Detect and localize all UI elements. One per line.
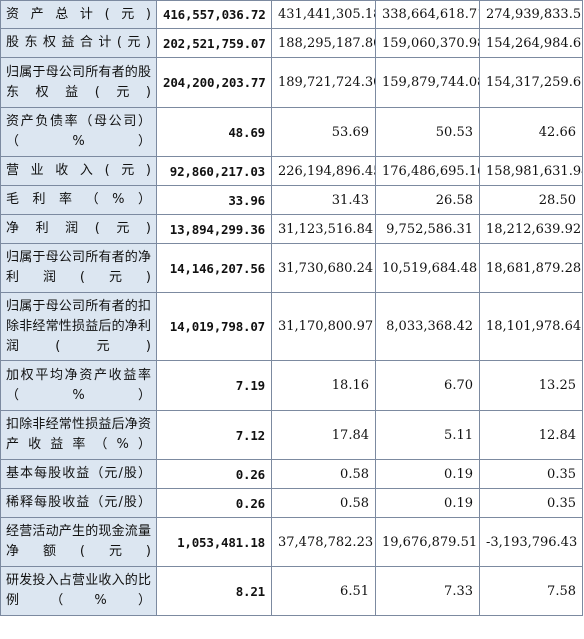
table-row: 归属于母公司所有者的扣除非经常性损益后的净利润(元) 14,019,798.07… <box>0 292 583 361</box>
table-row: 扣除非经常性损益后净资产收益率（%） 7.12 17.84 5.11 12.84 <box>0 410 583 460</box>
current-period-value: 33.96 <box>156 185 272 215</box>
row-label: 资产总计(元) <box>0 0 157 29</box>
value-cell: 18.16 <box>271 360 376 411</box>
value-cell: 159,879,744.08 <box>375 57 480 108</box>
value-cell: 31,123,516.84 <box>271 214 376 244</box>
value-cell: 274,939,833.51 <box>479 0 583 29</box>
row-label: 基本每股收益（元/股） <box>0 459 157 489</box>
value-cell: 17.84 <box>271 410 376 460</box>
table-row: 加权平均净资产收益率（%） 7.19 18.16 6.70 13.25 <box>0 360 583 411</box>
value-cell: 9,752,586.31 <box>375 214 480 244</box>
table-body: 资产总计(元) 416,557,036.72 431,441,305.18 33… <box>0 0 583 616</box>
value-cell: 28.50 <box>479 185 583 215</box>
current-period-value: 416,557,036.72 <box>156 0 272 29</box>
value-cell: 338,664,618.71 <box>375 0 480 29</box>
row-label: 加权平均净资产收益率（%） <box>0 360 157 411</box>
current-period-value: 1,053,481.18 <box>156 517 272 567</box>
row-label: 扣除非经常性损益后净资产收益率（%） <box>0 410 157 460</box>
value-cell: 176,486,695.16 <box>375 156 480 186</box>
value-cell: 12.84 <box>479 410 583 460</box>
value-cell: 154,317,259.60 <box>479 57 583 108</box>
current-period-value: 48.69 <box>156 107 272 157</box>
current-period-value: 14,146,207.56 <box>156 243 272 293</box>
value-cell: 154,264,984.67 <box>479 28 583 58</box>
table-row: 营业收入(元) 92,860,217.03 226,194,896.45 176… <box>0 156 583 186</box>
value-cell: 189,721,724.30 <box>271 57 376 108</box>
value-cell: 13.25 <box>479 360 583 411</box>
table-row: 经营活动产生的现金流量净额(元) 1,053,481.18 37,478,782… <box>0 517 583 567</box>
row-label: 归属于母公司所有者的股东权益(元) <box>0 57 157 108</box>
table-row: 归属于母公司所有者的净利润(元) 14,146,207.56 31,730,68… <box>0 243 583 293</box>
value-cell: 53.69 <box>271 107 376 157</box>
value-cell: 226,194,896.45 <box>271 156 376 186</box>
current-period-value: 7.12 <box>156 410 272 460</box>
value-cell: 42.66 <box>479 107 583 157</box>
current-period-value: 13,894,299.36 <box>156 214 272 244</box>
current-period-value: 14,019,798.07 <box>156 292 272 361</box>
table-row: 股东权益合计(元) 202,521,759.07 188,295,187.80 … <box>0 28 583 58</box>
value-cell: 31.43 <box>271 185 376 215</box>
table-row: 资产负债率（母公司）（%） 48.69 53.69 50.53 42.66 <box>0 107 583 157</box>
value-cell: 0.19 <box>375 459 480 489</box>
current-period-value: 7.19 <box>156 360 272 411</box>
row-label: 归属于母公司所有者的净利润(元) <box>0 243 157 293</box>
value-cell: 0.35 <box>479 459 583 489</box>
value-cell: -3,193,796.43 <box>479 517 583 567</box>
value-cell: 37,478,782.23 <box>271 517 376 567</box>
value-cell: 18,212,639.92 <box>479 214 583 244</box>
value-cell: 188,295,187.80 <box>271 28 376 58</box>
value-cell: 18,101,978.64 <box>479 292 583 361</box>
value-cell: 0.19 <box>375 488 480 518</box>
value-cell: 0.58 <box>271 459 376 489</box>
table-row: 归属于母公司所有者的股东权益(元) 204,200,203.77 189,721… <box>0 57 583 108</box>
value-cell: 6.51 <box>271 566 376 616</box>
current-period-value: 0.26 <box>156 459 272 489</box>
current-period-value: 8.21 <box>156 566 272 616</box>
value-cell: 8,033,368.42 <box>375 292 480 361</box>
row-label: 股东权益合计(元) <box>0 28 157 58</box>
value-cell: 6.70 <box>375 360 480 411</box>
row-label: 资产负债率（母公司）（%） <box>0 107 157 157</box>
table-row: 净利润(元) 13,894,299.36 31,123,516.84 9,752… <box>0 214 583 244</box>
value-cell: 26.58 <box>375 185 480 215</box>
current-period-value: 92,860,217.03 <box>156 156 272 186</box>
financial-data-table: 资产总计(元) 416,557,036.72 431,441,305.18 33… <box>0 0 583 616</box>
value-cell: 31,730,680.24 <box>271 243 376 293</box>
table-row: 研发投入占营业收入的比例（%） 8.21 6.51 7.33 7.58 <box>0 566 583 616</box>
current-period-value: 0.26 <box>156 488 272 518</box>
current-period-value: 202,521,759.07 <box>156 28 272 58</box>
table-row: 资产总计(元) 416,557,036.72 431,441,305.18 33… <box>0 0 583 29</box>
value-cell: 0.58 <box>271 488 376 518</box>
value-cell: 31,170,800.97 <box>271 292 376 361</box>
value-cell: 18,681,879.28 <box>479 243 583 293</box>
current-period-value: 204,200,203.77 <box>156 57 272 108</box>
table-row: 毛利率（%） 33.96 31.43 26.58 28.50 <box>0 185 583 215</box>
value-cell: 19,676,879.51 <box>375 517 480 567</box>
row-label: 研发投入占营业收入的比例（%） <box>0 566 157 616</box>
value-cell: 159,060,370.98 <box>375 28 480 58</box>
value-cell: 10,519,684.48 <box>375 243 480 293</box>
value-cell: 7.58 <box>479 566 583 616</box>
value-cell: 7.33 <box>375 566 480 616</box>
value-cell: 158,981,631.94 <box>479 156 583 186</box>
value-cell: 50.53 <box>375 107 480 157</box>
row-label: 经营活动产生的现金流量净额(元) <box>0 517 157 567</box>
table-row: 稀释每股收益（元/股） 0.26 0.58 0.19 0.35 <box>0 488 583 518</box>
row-label: 净利润(元) <box>0 214 157 244</box>
value-cell: 5.11 <box>375 410 480 460</box>
table-row: 基本每股收益（元/股） 0.26 0.58 0.19 0.35 <box>0 459 583 489</box>
value-cell: 0.35 <box>479 488 583 518</box>
row-label: 毛利率（%） <box>0 185 157 215</box>
row-label: 归属于母公司所有者的扣除非经常性损益后的净利润(元) <box>0 292 157 361</box>
row-label: 营业收入(元) <box>0 156 157 186</box>
value-cell: 431,441,305.18 <box>271 0 376 29</box>
row-label: 稀释每股收益（元/股） <box>0 488 157 518</box>
